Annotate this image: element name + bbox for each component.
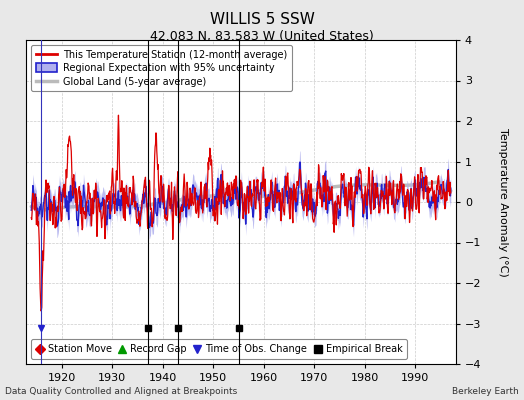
Text: WILLIS 5 SSW: WILLIS 5 SSW: [210, 12, 314, 27]
Y-axis label: Temperature Anomaly (°C): Temperature Anomaly (°C): [498, 128, 508, 276]
Text: Berkeley Earth: Berkeley Earth: [452, 387, 519, 396]
Legend: Station Move, Record Gap, Time of Obs. Change, Empirical Break: Station Move, Record Gap, Time of Obs. C…: [31, 340, 407, 359]
Text: 42.083 N, 83.583 W (United States): 42.083 N, 83.583 W (United States): [150, 30, 374, 43]
Text: Data Quality Controlled and Aligned at Breakpoints: Data Quality Controlled and Aligned at B…: [5, 387, 237, 396]
